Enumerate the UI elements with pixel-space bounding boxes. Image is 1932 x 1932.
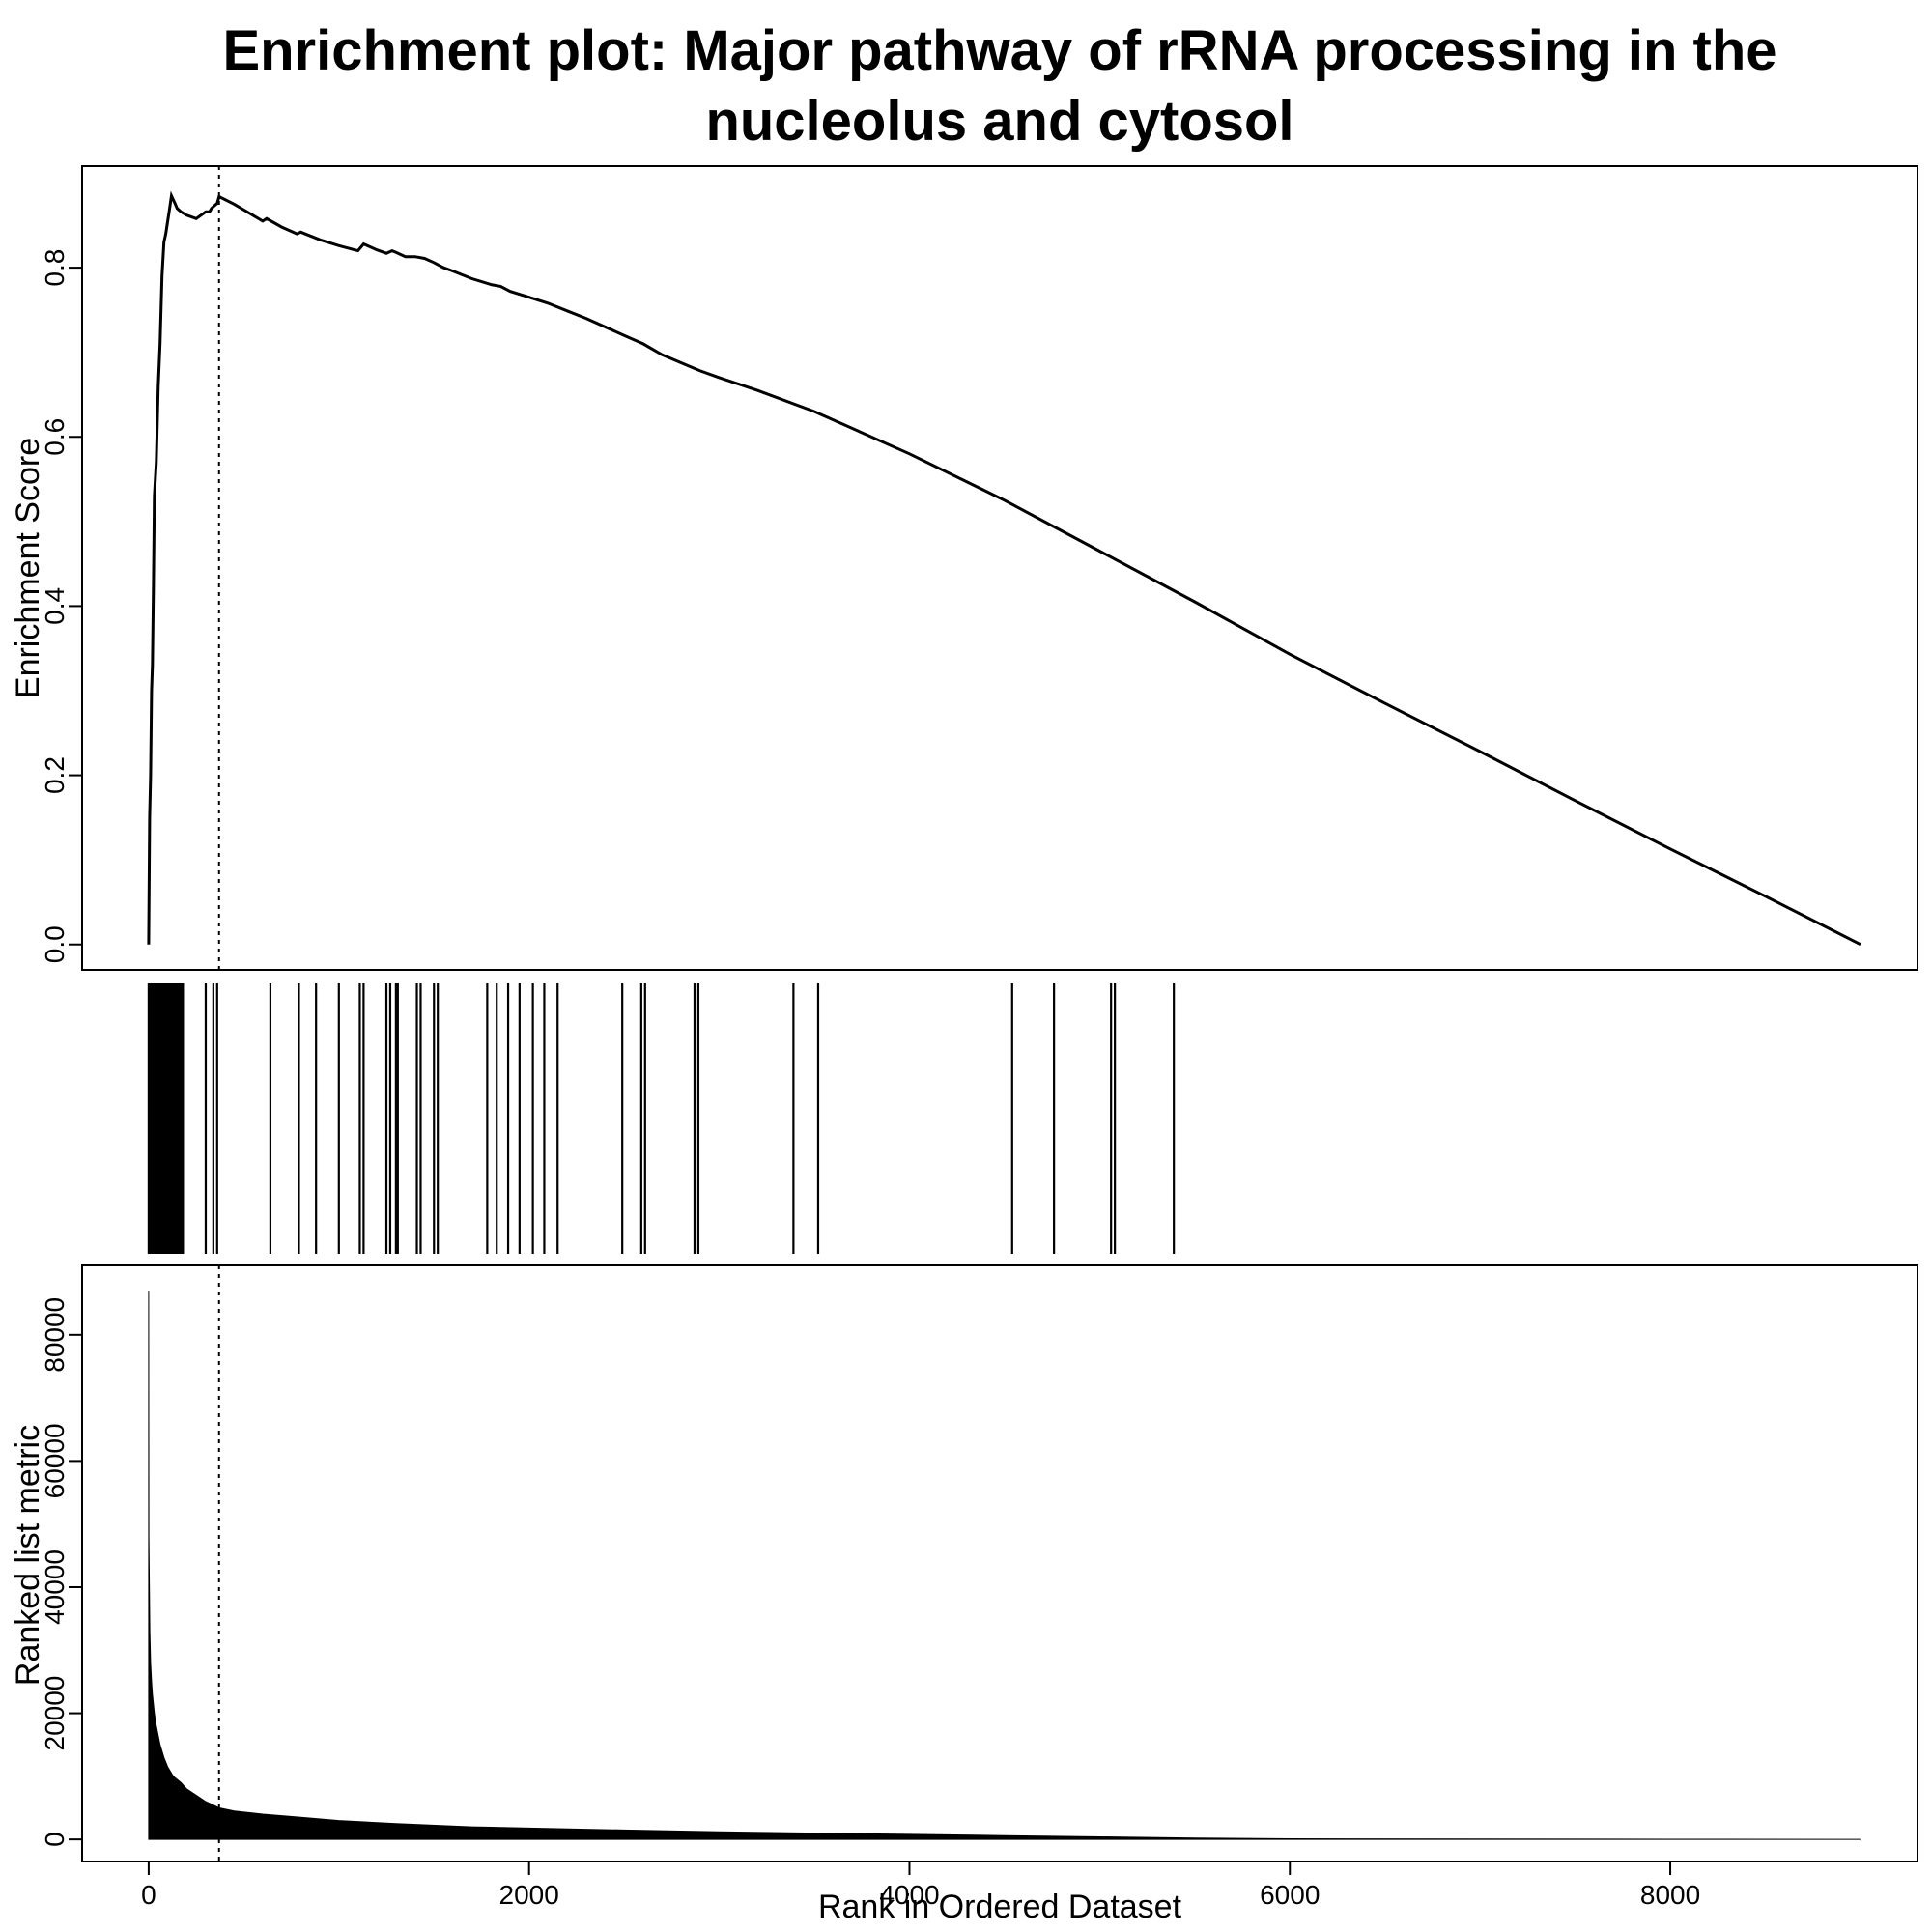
es-y-axis-label: Enrichment Score xyxy=(10,438,46,698)
es-y-tick-label: 0.6 xyxy=(40,418,70,456)
es-y-tick-label: 0.4 xyxy=(40,587,70,625)
metric-area-fill xyxy=(148,1291,1861,1840)
chart-title-line-1: Enrichment plot: Major pathway of rRNA p… xyxy=(222,19,1776,82)
metric-x-axis: 0 2000 4000 6000 8000 xyxy=(141,1861,1700,1910)
x-tick-label: 0 xyxy=(141,1880,156,1910)
es-series-line xyxy=(147,190,1861,947)
metric-y-tick-label: 40000 xyxy=(40,1549,70,1625)
x-tick-label: 2000 xyxy=(499,1880,559,1910)
x-tick-label: 4000 xyxy=(879,1880,939,1910)
gene-hits-panel xyxy=(147,983,1176,1254)
es-y-tick-label: 0.2 xyxy=(40,756,70,794)
metric-plot-frame xyxy=(81,1264,1918,1862)
es-y-tick-label: 0.8 xyxy=(40,249,70,287)
metric-y-tick-label: 80000 xyxy=(40,1297,70,1373)
es-plot-frame xyxy=(81,165,1918,971)
metric-y-axis: 0 20000 40000 60000 80000 xyxy=(40,1297,83,1847)
chart-title-line-2: nucleolus and cytosol xyxy=(705,90,1293,153)
x-tick-label: 6000 xyxy=(1260,1880,1320,1910)
metric-y-axis-label: Ranked list metric xyxy=(10,1425,46,1686)
metric-y-tick-label: 0 xyxy=(40,1832,70,1847)
x-tick-label: 8000 xyxy=(1640,1880,1700,1910)
enrichment-score-panel: 0.0 0.2 0.4 0.6 0.8 Enrichment Score xyxy=(10,165,1918,971)
es-y-tick-label: 0.0 xyxy=(40,925,70,963)
es-y-axis: 0.0 0.2 0.4 0.6 0.8 xyxy=(40,249,83,963)
metric-y-tick-label: 60000 xyxy=(40,1423,70,1498)
metric-y-tick-label: 20000 xyxy=(40,1676,70,1751)
x-axis-label: Rank in Ordered Dataset xyxy=(818,1889,1182,1925)
